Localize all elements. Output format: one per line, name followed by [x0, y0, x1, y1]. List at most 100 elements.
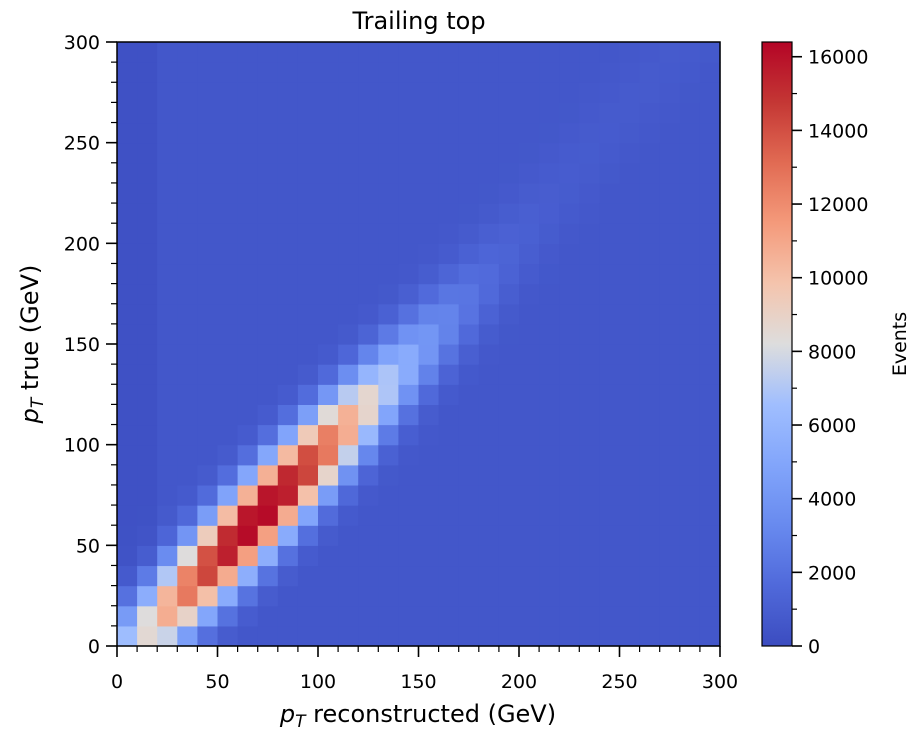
heatmap-cell: [318, 625, 339, 647]
heatmap-cell: [177, 283, 198, 305]
heatmap-cell: [157, 424, 178, 446]
heatmap-cell: [699, 444, 721, 466]
heatmap-cell: [338, 303, 359, 325]
heatmap-cell: [398, 625, 420, 647]
heatmap-cell: [619, 142, 641, 164]
heatmap-cell: [277, 122, 299, 144]
heatmap-cell: [559, 82, 580, 103]
heatmap-cell: [679, 344, 701, 365]
heatmap-cell: [217, 404, 239, 426]
heatmap-cell: [418, 182, 440, 204]
heatmap-cell: [137, 323, 158, 345]
heatmap-cell: [197, 223, 219, 244]
heatmap-cell: [639, 102, 661, 124]
y-axis: 0 50 100 150 200 250 300: [64, 32, 117, 658]
heatmap-cell: [458, 605, 480, 627]
heatmap-cell: [559, 243, 580, 265]
heatmap-cell: [257, 344, 279, 365]
heatmap-cell: [217, 142, 239, 164]
heatmap-cell: [117, 525, 138, 546]
heatmap-cell: [619, 545, 641, 567]
heatmap-cell: [338, 565, 359, 587]
heatmap-cell: [217, 545, 239, 567]
heatmap-cell: [378, 203, 399, 224]
heatmap-cell: [539, 42, 560, 63]
heatmap-cell: [217, 263, 239, 285]
heatmap-cell: [277, 102, 299, 124]
heatmap-cell: [659, 384, 681, 405]
heatmap-cell: [217, 42, 239, 63]
heatmap-cell: [358, 162, 379, 184]
y-axis-label: pT true (GeV): [16, 265, 48, 425]
heatmap-cell: [338, 162, 359, 184]
heatmap-cell: [358, 605, 379, 627]
heatmap-cell: [338, 364, 359, 385]
heatmap-cell: [498, 203, 520, 224]
heatmap-cell: [157, 565, 178, 587]
heatmap-cell: [478, 162, 500, 184]
heatmap-cell: [458, 344, 480, 365]
heatmap-cell: [458, 182, 480, 204]
heatmap-cell: [639, 464, 661, 486]
heatmap-cell: [277, 263, 299, 285]
heatmap-cell: [297, 323, 319, 345]
heatmap-cell: [418, 303, 440, 325]
heatmap-cell: [197, 484, 219, 506]
heatmap-cell: [398, 505, 420, 526]
heatmap-cell: [378, 122, 399, 144]
heatmap-cell: [438, 263, 460, 285]
heatmap-cell: [699, 42, 721, 63]
heatmap-cell: [418, 162, 440, 184]
heatmap-cell: [659, 42, 681, 63]
heatmap-cell: [619, 303, 641, 325]
heatmap-cell: [599, 142, 621, 164]
heatmap-cell: [519, 142, 540, 164]
heatmap-cell: [237, 263, 259, 285]
heatmap-cell: [599, 384, 621, 405]
heatmap-cell: [197, 303, 219, 325]
heatmap-cell: [378, 102, 399, 124]
heatmap-cell: [277, 82, 299, 103]
heatmap-cell: [498, 162, 520, 184]
x-tick-label: 100: [300, 671, 336, 693]
heatmap-cell: [117, 243, 138, 265]
heatmap-cell: [217, 444, 239, 466]
heatmap-cell: [498, 464, 520, 486]
heatmap-cell: [679, 464, 701, 486]
heatmap-cell: [619, 585, 641, 607]
heatmap-cell: [378, 484, 399, 506]
heatmap-cell: [639, 223, 661, 244]
heatmap-cell: [519, 484, 540, 506]
heatmap-cell: [157, 364, 178, 385]
heatmap-cell: [157, 625, 178, 647]
heatmap-cell: [458, 162, 480, 184]
heatmap-cell: [619, 625, 641, 647]
heatmap-cell: [137, 565, 158, 587]
heatmap-cell: [599, 545, 621, 567]
heatmap-cell: [257, 565, 279, 587]
heatmap-cell: [418, 424, 440, 446]
heatmap-cell: [478, 424, 500, 446]
heatmap-cell: [699, 625, 721, 647]
heatmap-cell: [318, 525, 339, 546]
heatmap-cell: [137, 223, 158, 244]
heatmap-cell: [639, 565, 661, 587]
heatmap-cell: [197, 585, 219, 607]
heatmap-cell: [318, 384, 339, 405]
heatmap-cell: [358, 42, 379, 63]
heatmap-cell: [117, 404, 138, 426]
heatmap-cell: [539, 122, 560, 144]
heatmap-cell: [318, 162, 339, 184]
heatmap-cell: [539, 243, 560, 265]
heatmap-cell: [418, 625, 440, 647]
heatmap-cell: [458, 565, 480, 587]
heatmap-cell: [257, 62, 279, 83]
heatmap-cell: [498, 42, 520, 63]
heatmap-cell: [679, 384, 701, 405]
heatmap-cell: [197, 122, 219, 144]
heatmap-cell: [519, 464, 540, 486]
heatmap-cell: [699, 585, 721, 607]
heatmap-cell: [197, 42, 219, 63]
heatmap-cell: [699, 122, 721, 144]
